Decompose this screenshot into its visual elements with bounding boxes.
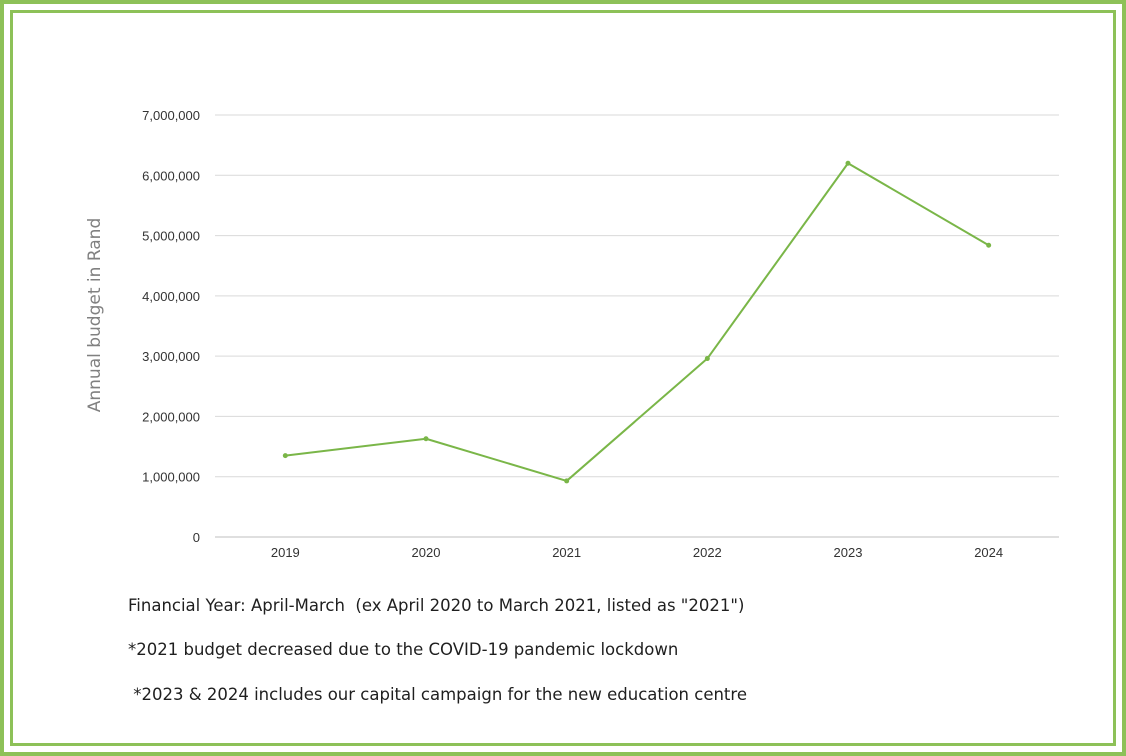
x-tick-label: 2023 xyxy=(834,545,863,560)
y-tick-label: 5,000,000 xyxy=(142,229,200,244)
data-point xyxy=(564,478,570,484)
y-tick-label: 0 xyxy=(193,530,200,545)
y-tick-label: 2,000,000 xyxy=(142,409,200,424)
x-tick-label: 2020 xyxy=(412,545,441,560)
data-point xyxy=(986,242,992,248)
covid-2021-note: *2021 budget decreased due to the COVID-… xyxy=(128,640,679,659)
line-chart: 0 1,000,000 2,000,000 3,000,000 4,000,000 5,0… xyxy=(85,108,1059,560)
capital-campaign-note: *2023 & 2024 includes our capital campai… xyxy=(128,685,747,704)
x-axis-tick-labels: 2019 2020 2021 2022 2023 2024 xyxy=(271,545,1003,560)
x-tick-label: 2022 xyxy=(693,545,722,560)
y-axis-tick-labels: 0 1,000,000 2,000,000 3,000,000 4,000,000 5,0… xyxy=(142,108,200,545)
financial-year-note: Financial Year: April-March (ex April 20… xyxy=(128,596,745,615)
series-line xyxy=(285,162,990,482)
y-tick-label: 7,000,000 xyxy=(142,108,200,123)
gridlines xyxy=(215,114,1059,538)
y-tick-label: 1,000,000 xyxy=(142,470,200,485)
y-axis-title: Annual budget in Rand xyxy=(85,218,105,413)
inner-frame xyxy=(10,10,1116,746)
budget-series xyxy=(282,160,992,484)
data-point xyxy=(845,160,851,166)
x-tick-label: 2021 xyxy=(552,545,581,560)
y-tick-label: 4,000,000 xyxy=(142,289,200,304)
x-tick-label: 2019 xyxy=(271,545,300,560)
data-point xyxy=(423,436,429,442)
y-tick-label: 6,000,000 xyxy=(142,168,200,183)
y-tick-label: 3,000,000 xyxy=(142,349,200,364)
data-point xyxy=(704,356,710,362)
data-point xyxy=(282,453,288,459)
x-tick-label: 2024 xyxy=(974,545,1003,560)
